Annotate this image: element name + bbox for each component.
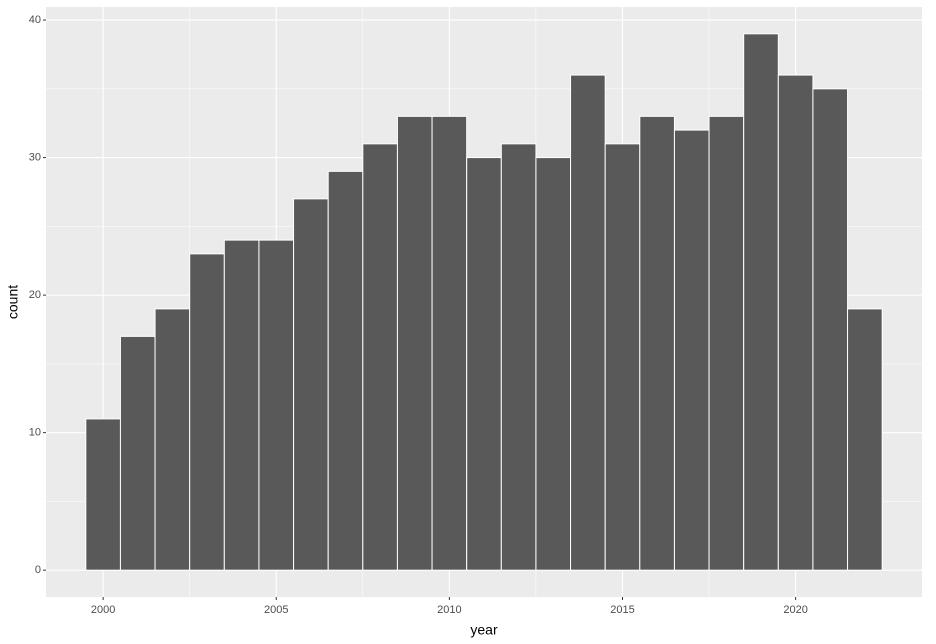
bar — [327, 170, 364, 571]
x-tick-label: 2000 — [91, 604, 115, 616]
bar — [258, 239, 295, 571]
y-tick-label: 0 — [35, 564, 41, 576]
y-axis-title: count — [5, 285, 21, 319]
x-tick-label: 2020 — [783, 604, 807, 616]
bar — [570, 74, 606, 571]
bar — [119, 335, 156, 571]
bar — [466, 157, 502, 571]
bar — [777, 74, 814, 571]
bar — [812, 88, 849, 571]
x-tick-label: 2015 — [610, 604, 634, 616]
y-tick-label: 20 — [29, 289, 41, 301]
bar — [362, 143, 398, 571]
bar — [673, 129, 710, 571]
x-tick-label: 2005 — [264, 604, 288, 616]
bar — [604, 143, 641, 571]
y-tick-label: 10 — [29, 427, 41, 439]
y-tick-label: 40 — [29, 14, 41, 26]
bar — [535, 157, 572, 571]
bar — [396, 115, 433, 571]
bar — [431, 115, 468, 571]
bar — [293, 198, 329, 571]
bar — [223, 239, 260, 571]
bar — [743, 33, 779, 571]
bar — [500, 143, 537, 571]
bar — [708, 115, 745, 571]
bar — [189, 253, 225, 571]
y-tick-label: 30 — [29, 152, 41, 164]
x-tick-label: 2010 — [437, 604, 461, 616]
bar — [639, 115, 675, 571]
bar — [847, 308, 883, 571]
bar — [85, 418, 121, 571]
x-axis-title: year — [470, 622, 498, 638]
bar — [154, 308, 191, 571]
